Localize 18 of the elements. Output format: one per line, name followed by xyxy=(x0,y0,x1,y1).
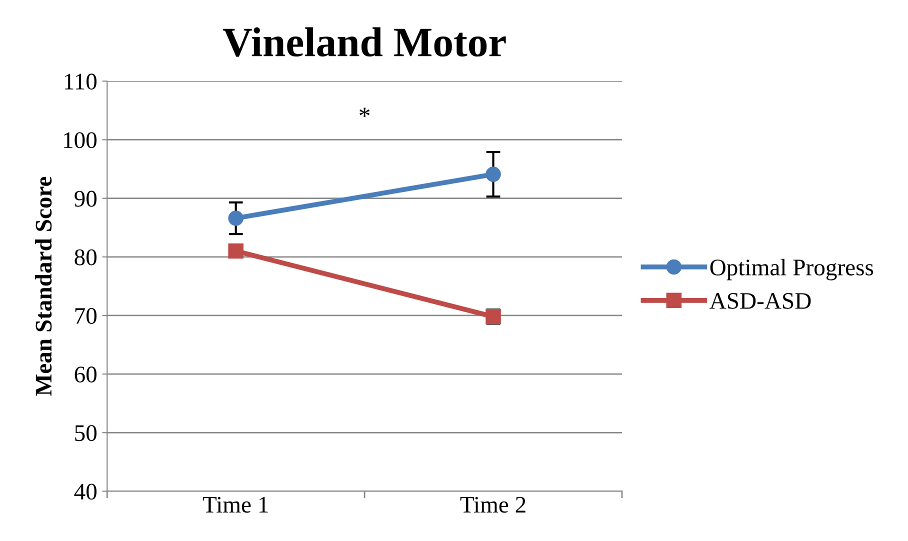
legend-label: Optimal Progress xyxy=(710,258,874,280)
annotation: * xyxy=(360,108,370,117)
y-tick-label: 80 xyxy=(74,249,97,266)
y-tick-label: 50 xyxy=(75,425,97,442)
legend-label: ASD-ASD xyxy=(710,293,811,309)
y-tick-label: 110 xyxy=(64,74,97,90)
x-tick-label: Time 2 xyxy=(460,496,526,513)
y-axis-title: Mean Standard Score xyxy=(35,176,52,396)
y-tick-label: 70 xyxy=(75,308,97,324)
point xyxy=(228,243,244,259)
y-tick-label: 100 xyxy=(64,132,97,148)
point xyxy=(486,166,501,182)
y-tick-label: 60 xyxy=(74,366,97,382)
y-tick-label: 90 xyxy=(74,190,97,207)
point xyxy=(228,210,244,226)
x-tick-label: Time 1 xyxy=(202,496,268,513)
y-tick-label: 40 xyxy=(74,484,97,500)
chart-title: Vineland Motor xyxy=(222,27,506,57)
